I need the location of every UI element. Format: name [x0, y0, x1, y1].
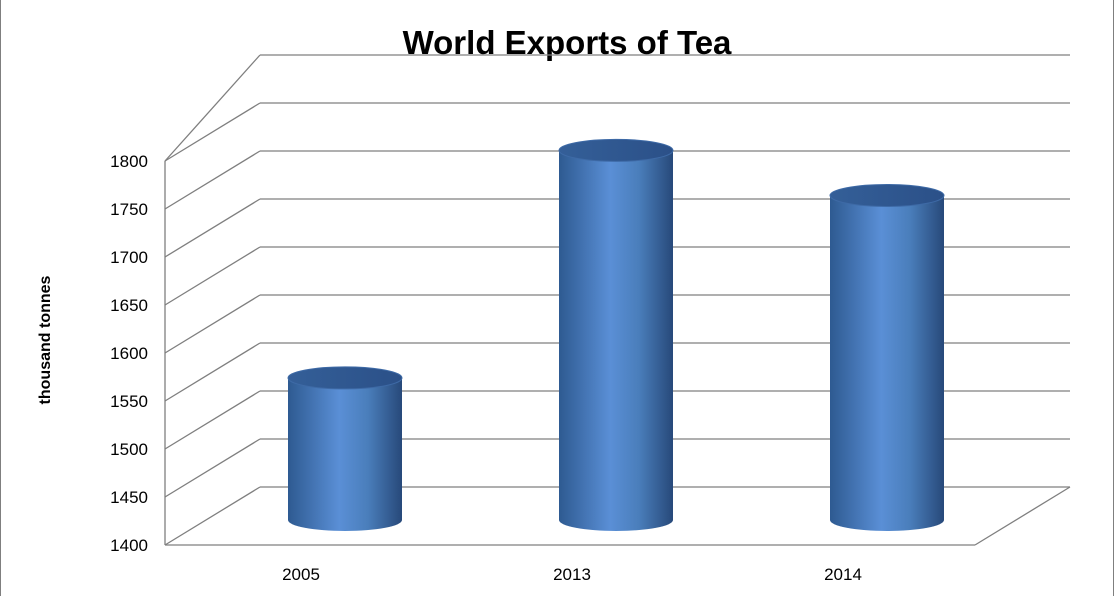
bar-top — [287, 366, 403, 390]
bar-2005 — [287, 366, 403, 531]
gridline-side — [164, 438, 261, 498]
bar-top — [558, 138, 674, 162]
y-tick-label: 1700 — [110, 248, 148, 267]
floor-right-edge — [974, 486, 1071, 546]
bar-body — [288, 377, 402, 531]
gridline-side — [164, 390, 261, 450]
y-tick-label: 1750 — [110, 200, 148, 219]
y-tick-label: 1400 — [110, 536, 148, 555]
x-tick-label: 2014 — [824, 565, 862, 584]
y-tick-label: 1800 — [110, 152, 148, 171]
y-tick-label: 1650 — [110, 296, 148, 315]
gridline-side — [164, 198, 261, 258]
bar-body — [830, 195, 944, 531]
y-ticks: 1400 1450 1500 1550 1600 1650 1700 1750 1800 — [110, 152, 148, 555]
x-ticks: 2005 2013 2014 — [282, 565, 862, 584]
y-tick-label: 1550 — [110, 392, 148, 411]
gridline-side — [164, 342, 261, 402]
x-tick-label: 2005 — [282, 565, 320, 584]
gridline-side — [164, 150, 261, 210]
gridline-side — [164, 486, 261, 546]
gridline-side — [164, 102, 261, 162]
y-tick-label: 1500 — [110, 440, 148, 459]
bar-2014 — [829, 184, 945, 531]
bars — [287, 138, 945, 531]
bar-top — [829, 184, 945, 208]
y-tick-label: 1600 — [110, 344, 148, 363]
gridline-side — [164, 246, 261, 306]
y-tick-label: 1450 — [110, 488, 148, 507]
bar-body — [559, 150, 673, 531]
bar-2013 — [558, 138, 674, 531]
gridline-side — [164, 294, 261, 354]
x-tick-label: 2013 — [553, 565, 591, 584]
wall-top-edge — [164, 54, 261, 162]
